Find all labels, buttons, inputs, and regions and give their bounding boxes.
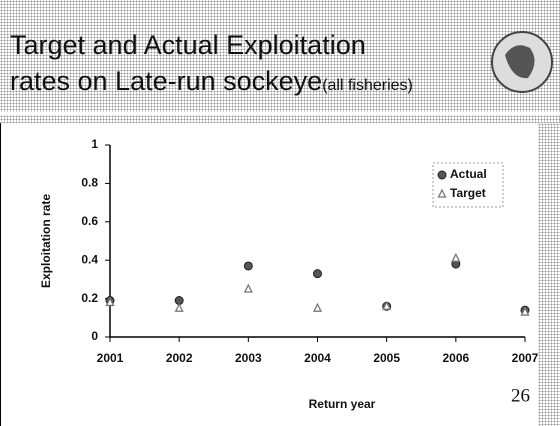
point — [312, 302, 323, 312]
title-line: Target and Actual Exploitation — [10, 30, 366, 60]
y-tick-label: 0.4 — [81, 252, 98, 266]
legend-label: Actual — [450, 167, 487, 181]
y-tick-label: 0.8 — [81, 176, 98, 190]
x-tick-label: 2006 — [442, 351, 469, 365]
y-tick-label: 0.2 — [81, 291, 98, 305]
x-axis-label: Return year — [309, 397, 376, 411]
point — [243, 283, 253, 293]
legend-marker — [437, 188, 447, 198]
point — [243, 261, 253, 271]
y-tick-label: 1 — [91, 137, 98, 151]
title-line: rates on Late-run sockeye(all fisheries) — [10, 66, 413, 97]
separator — [0, 115, 560, 123]
point — [174, 302, 184, 312]
x-tick-label: 2001 — [97, 351, 124, 365]
point — [520, 306, 530, 316]
x-tick-label: 2002 — [166, 351, 193, 365]
point — [313, 269, 322, 279]
legend-box — [432, 162, 504, 208]
side-strip — [538, 123, 560, 426]
point — [382, 300, 392, 310]
y-tick-label: 0 — [91, 329, 98, 343]
legend-label: Target — [450, 186, 486, 200]
y-tick-label: 0.6 — [81, 214, 98, 228]
slide-number: 26 — [511, 385, 530, 406]
point — [451, 252, 461, 262]
x-tick-label: 2003 — [235, 351, 262, 365]
x-tick-label: 2004 — [304, 351, 331, 365]
x-tick-label: 2007 — [512, 351, 539, 365]
title-line: rates on Late-run sockeye — [10, 66, 323, 96]
point — [105, 296, 115, 307]
title-area — [0, 0, 560, 112]
x-tick-label: 2005 — [373, 351, 400, 365]
y-axis-label: Exploitation rate — [39, 194, 53, 288]
title-note: (all fisheries) — [322, 77, 413, 94]
logo — [491, 31, 553, 93]
legend-marker — [437, 170, 447, 180]
